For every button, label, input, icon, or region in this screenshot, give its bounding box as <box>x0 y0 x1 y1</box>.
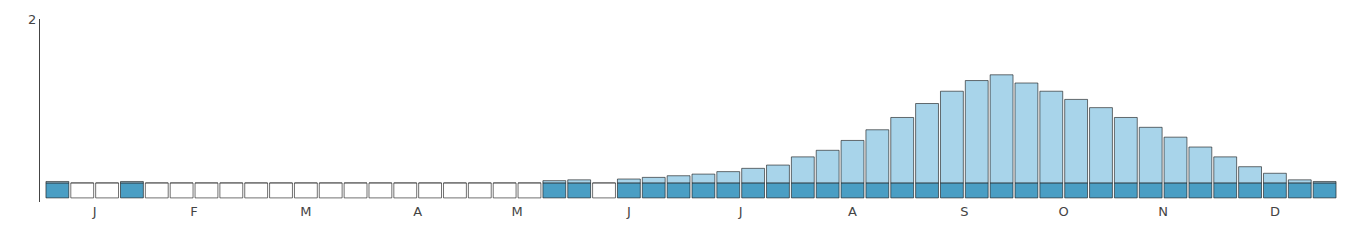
svg-text:J: J <box>92 204 97 219</box>
svg-text:F: F <box>190 204 197 219</box>
svg-text:M: M <box>511 204 522 219</box>
svg-text:2: 2 <box>28 12 36 27</box>
svg-text:J: J <box>738 204 743 219</box>
svg-text:A: A <box>413 204 422 219</box>
svg-text:S: S <box>960 204 968 219</box>
svg-text:O: O <box>1059 204 1069 219</box>
svg-text:D: D <box>1270 204 1280 219</box>
svg-text:A: A <box>848 204 857 219</box>
svg-text:M: M <box>300 204 311 219</box>
svg-text:J: J <box>626 204 631 219</box>
svg-text:N: N <box>1158 204 1168 219</box>
